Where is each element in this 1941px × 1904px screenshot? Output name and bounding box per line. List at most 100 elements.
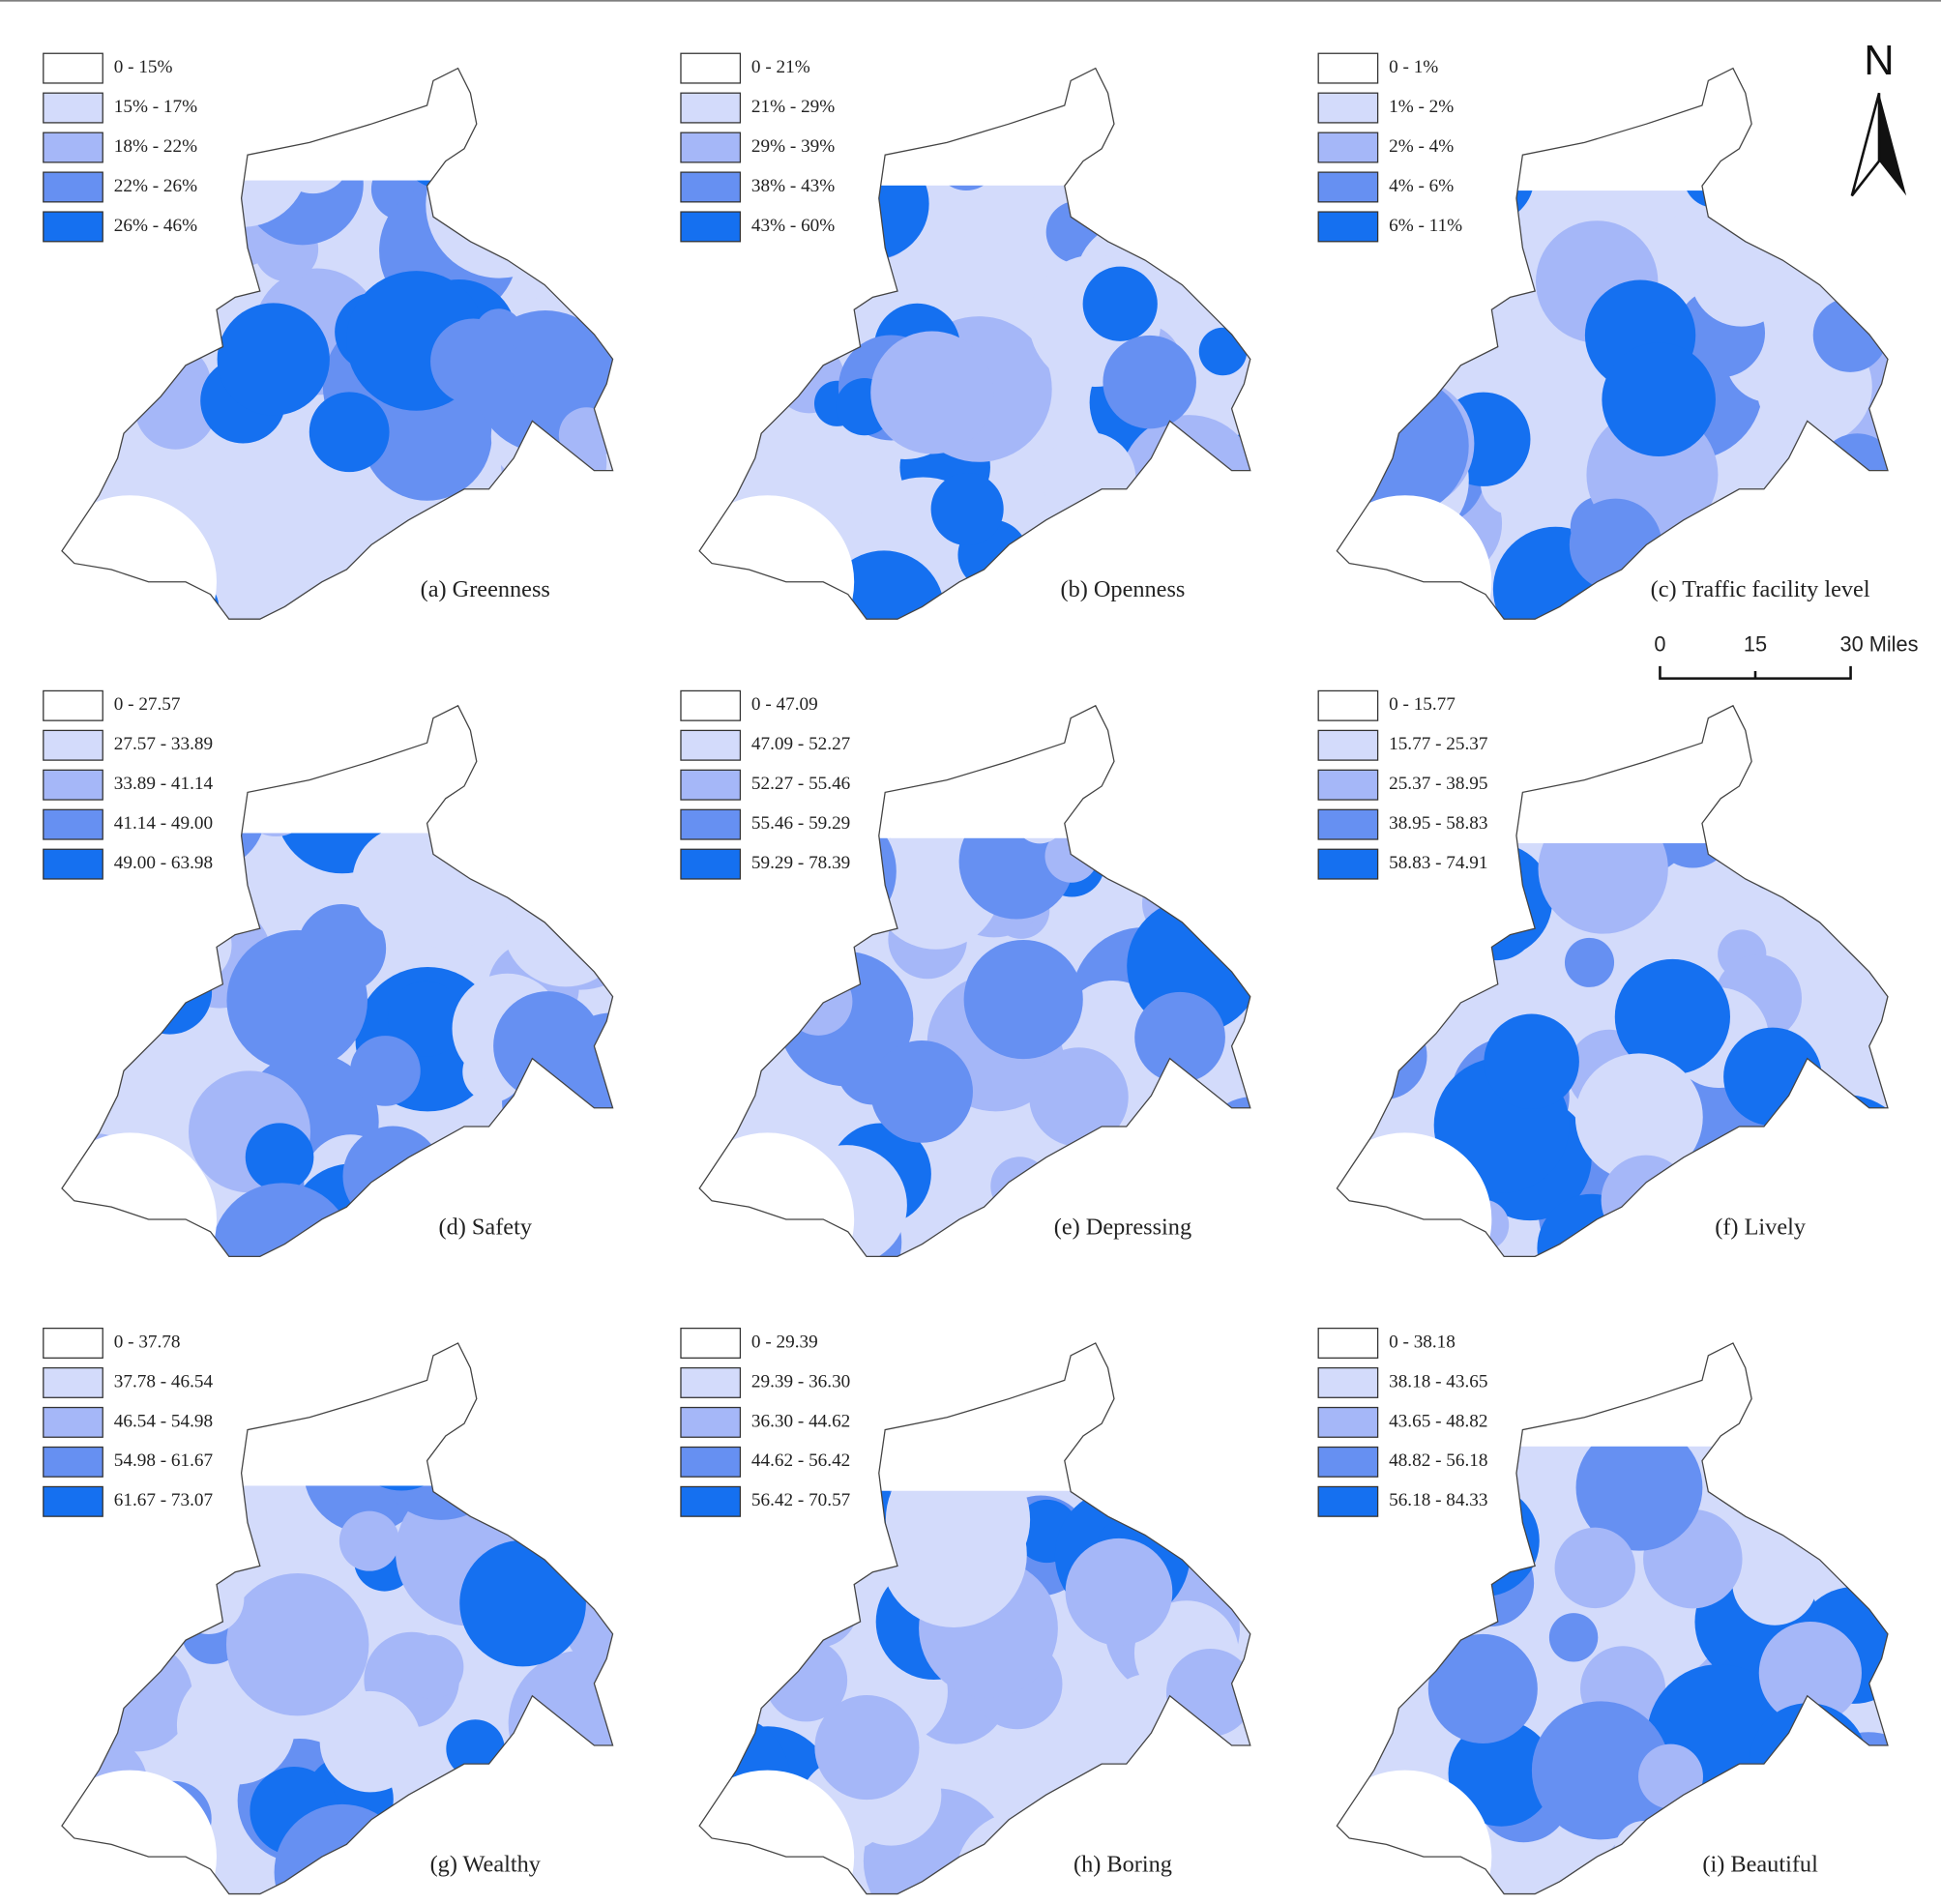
zone [1186, 199, 1241, 253]
zone [1448, 1720, 1555, 1827]
legend-swatch [1317, 1446, 1379, 1478]
zone [532, 138, 613, 225]
legend-swatch [1317, 808, 1379, 840]
legend-swatch [1317, 171, 1379, 203]
zone [433, 1152, 490, 1209]
zone [1165, 164, 1250, 252]
zone [544, 1470, 608, 1535]
region-outline [1336, 704, 1889, 1258]
map-panel: 0 - 21% 21% - 29% 29% - 39% 38% - 43% 43% - … [680, 52, 1251, 620]
zone [1791, 1414, 1888, 1540]
region-outline [61, 1342, 614, 1895]
zone [1103, 335, 1196, 429]
legend-label: 36.30 - 44.62 [751, 1411, 850, 1431]
legend-label: 0 - 37.78 [114, 1332, 181, 1352]
legend-swatch [43, 52, 103, 84]
zone [1115, 128, 1221, 234]
zone [225, 1476, 305, 1556]
map-panel: 0 - 29.39 29.39 - 36.30 36.30 - 44.62 44.62… [680, 1327, 1251, 1895]
zone [1484, 1013, 1579, 1110]
zone [564, 1097, 613, 1174]
north-zone [860, 1342, 1133, 1491]
zone [930, 472, 1004, 546]
zone [430, 318, 516, 404]
zone [61, 1607, 126, 1683]
zone [1604, 1836, 1669, 1894]
zone [1569, 498, 1662, 592]
legend-label: 4% - 6% [1389, 176, 1454, 196]
legend-swatch [43, 769, 103, 801]
legend-swatch [43, 92, 103, 124]
legend-swatch [1317, 689, 1379, 721]
legend-label: 0 - 15% [114, 57, 173, 77]
zone [699, 1542, 818, 1681]
panel-title: (e) Depressing [1054, 1214, 1191, 1240]
legend-label: 38.18 - 43.65 [1389, 1371, 1487, 1391]
legend-swatch [680, 1366, 742, 1398]
legend-swatch [1317, 769, 1379, 801]
map-panel: 0 - 27.57 27.57 - 33.89 33.89 - 41.14 41.14… [43, 689, 614, 1258]
zone [1602, 342, 1716, 456]
zone [1749, 1703, 1867, 1822]
zone [1134, 991, 1225, 1083]
zone [1537, 1193, 1646, 1257]
zone [89, 903, 171, 985]
legend-swatch [680, 729, 742, 761]
legend-label: 18% - 22% [114, 136, 197, 157]
zone [61, 885, 117, 963]
zone [1564, 937, 1615, 987]
legend-label: 0 - 27.57 [114, 694, 181, 715]
legend-swatch [43, 1485, 103, 1517]
north-arrow-right [1879, 93, 1907, 196]
region-outline [698, 704, 1251, 1258]
legend-label: 41.14 - 49.00 [114, 813, 213, 834]
scale-bar-line [1659, 665, 1852, 680]
legend-swatch [680, 52, 742, 84]
zone [493, 991, 603, 1100]
zone [870, 1040, 973, 1143]
map-panel: 0 - 47.09 47.09 - 52.27 52.27 - 55.46 55.46… [680, 689, 1251, 1258]
panel-title: (h) Boring [1073, 1852, 1172, 1878]
region-outline [1336, 67, 1889, 620]
legend-swatch [680, 1327, 742, 1359]
legend-swatch [1317, 1485, 1379, 1517]
zone [61, 192, 179, 312]
panel-title: (i) Beautiful [1702, 1852, 1818, 1878]
legend-swatch [680, 769, 742, 801]
north-zone [860, 705, 1133, 838]
zone [1823, 1445, 1888, 1513]
sw-zone [61, 495, 217, 620]
zone [1146, 1427, 1250, 1533]
legend-label: 54.98 - 61.67 [114, 1450, 214, 1471]
zone [1042, 431, 1136, 527]
legend-swatch [680, 1446, 742, 1478]
zone [1808, 1732, 1888, 1854]
north-zone [222, 705, 495, 834]
sw-zone [699, 1132, 855, 1257]
zone [1758, 1621, 1862, 1725]
legend-swatch [1317, 211, 1379, 243]
zone [963, 939, 1083, 1060]
north-arrow-left [1850, 92, 1881, 197]
legend-swatch [43, 808, 103, 840]
zone [1531, 1701, 1670, 1840]
zone [784, 967, 853, 1036]
zone [1812, 298, 1888, 372]
zone [350, 1036, 421, 1106]
zone [186, 1719, 244, 1777]
legend-swatch [43, 1327, 103, 1359]
legend-label: 37.78 - 46.54 [114, 1371, 214, 1391]
scale-label: 15 [1744, 631, 1767, 656]
legend-swatch [680, 1406, 742, 1438]
zone [217, 303, 330, 416]
panel-title: (c) Traffic facility level [1651, 576, 1870, 602]
legend-swatch [43, 171, 103, 203]
legend-swatch [1317, 1327, 1379, 1359]
zone [387, 981, 464, 1057]
zone [777, 1566, 859, 1648]
north-zone [1497, 1342, 1771, 1447]
zone [544, 1855, 590, 1894]
map-panel: 0 - 1% 1% - 2% 2% - 4% 4% - 6% 6% - 11% (c) T… [1317, 52, 1889, 620]
sw-zone [1337, 1132, 1492, 1257]
